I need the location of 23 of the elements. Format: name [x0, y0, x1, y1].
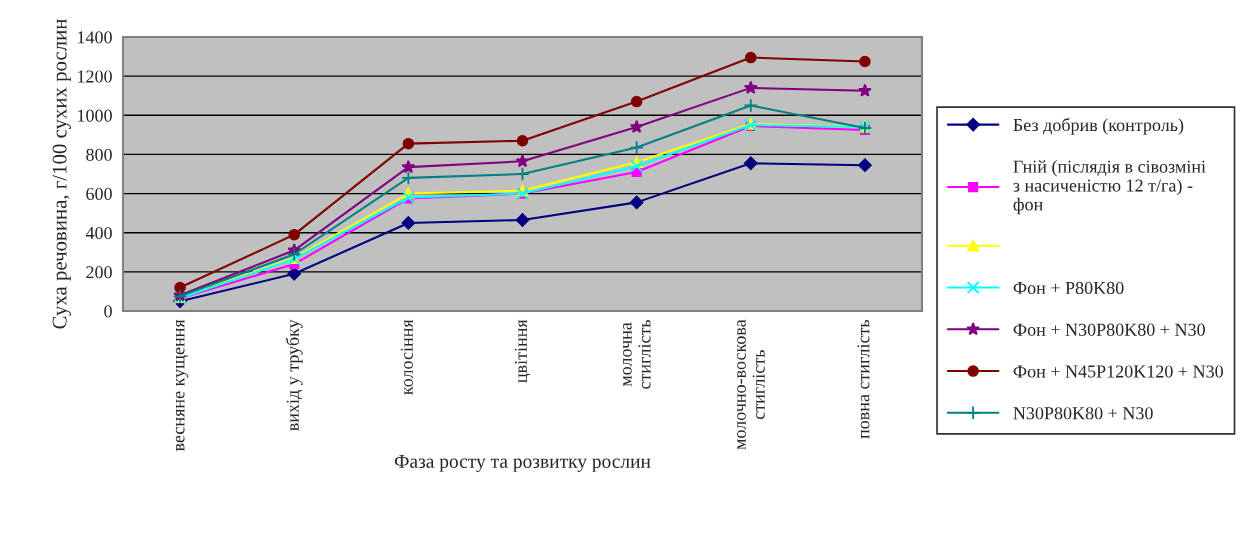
legend-label: Гній (післядія в сівозміні з насиченістю 12 т/га) - фон: [1013, 160, 1206, 215]
y-tick-label: 1400: [78, 31, 112, 44]
x-tick-label: цвітіння: [514, 319, 531, 383]
legend-label: Без добрив (контроль): [1013, 118, 1184, 135]
y-tick-label: 0: [104, 305, 112, 318]
x-tick-label: весняне кущення: [175, 319, 189, 452]
y-tick-label: 400: [85, 226, 112, 240]
x-axis-title: Фаза росту та розвитку рослин: [394, 454, 651, 472]
y-tick-label: 200: [86, 266, 112, 279]
y-tick-label: 800: [86, 148, 112, 161]
y-tick-label: 1000: [78, 109, 112, 122]
y-tick-label: 1200: [78, 70, 112, 83]
legend-label: Фон + N45P120K120 + N30: [1013, 365, 1223, 378]
y-tick-label: 600: [86, 187, 112, 201]
legend-label: Фон + N30P80K80 + N30: [1013, 323, 1205, 336]
legend-label: Фон + P80K80: [1013, 281, 1124, 295]
x-tick-label: молочно-воскова стиглість: [737, 319, 765, 450]
y-axis-title: Суха речовина, г/100 сухих рослин: [52, 19, 71, 329]
x-tick-label: колосіння: [400, 319, 413, 395]
x-tick-label: вихід у трубку: [285, 319, 303, 431]
legend-label: N30P80K80 + N30: [1013, 407, 1153, 420]
x-tick-label: молочна стиглість: [623, 319, 651, 389]
x-tick-label: повна стиглість: [857, 319, 870, 439]
